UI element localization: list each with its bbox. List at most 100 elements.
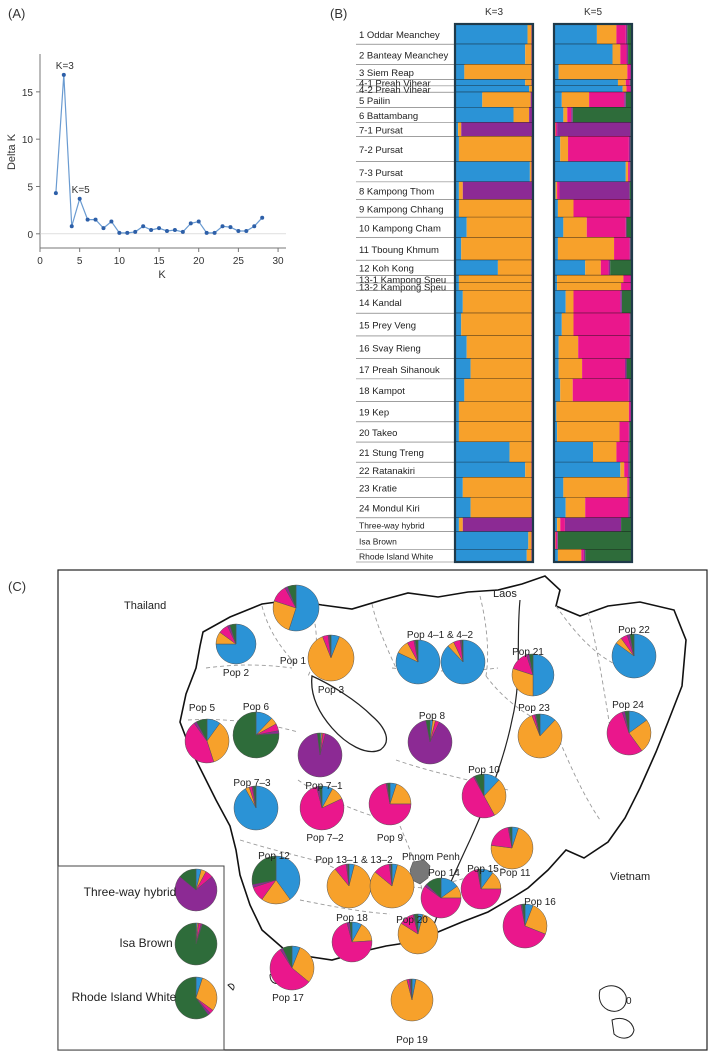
x-tick-label: 25 [233,256,245,267]
pie-slice [426,877,442,899]
k3-bar-segment [455,477,463,498]
x-tick-label: 10 [114,256,126,267]
population-label: 3 Siem Reap [359,68,414,79]
population-label: 23 Kratie [359,483,397,494]
pop-label: Pop 5 [189,703,216,714]
k5-bar-segment [589,92,625,108]
panel-label-a: (A) [8,6,25,21]
k5-bar-segment [629,335,631,359]
k5-bar-segment [629,477,632,498]
k5-bar-segment [558,358,583,379]
y-tick-label: 0 [27,230,33,241]
pie-slice [195,977,218,1011]
k5-bar-segment [557,199,574,218]
pie-slice [349,921,353,943]
k5-bar-segment [616,442,629,463]
k5-bar-segment [554,85,623,93]
vietnam-islands [598,985,635,1039]
k5-bar-segment [554,282,558,291]
pie-slice [229,623,237,645]
k3-bar-segment [528,531,532,550]
k5-bar-segment [626,217,632,238]
pie-slice [275,855,301,900]
pop-label: Pop 14 [428,868,460,879]
k5-bar-segment [624,358,627,379]
k5-bar-segment [554,517,558,532]
k3-bar-segment [455,517,459,532]
k5-bar-segment [629,497,632,518]
pie-slice [517,715,563,759]
cambodia-map: Thailand Laos Vietnam Phnom Penh 0 Pop 1… [57,569,708,1051]
k5-bar-segment [557,531,632,550]
k5-bar-segment [557,421,620,443]
k5-bar-segment [612,44,621,65]
k5-bar-segment [617,79,626,86]
k5-bar-segment [629,181,632,200]
k5-bar-segment [554,79,618,86]
k3-bar-segment [461,313,532,336]
x-tick-label: 20 [193,256,205,267]
pop-label: Pop 8 [419,711,446,722]
k3-bar-segment [525,79,532,86]
k5-bar-segment [628,161,630,182]
pie-slice [369,864,415,909]
k3-bar-segment [458,122,462,137]
k3-bar-segment [455,335,467,359]
pop-label: Pop 10 [468,765,500,776]
k5-bar-segment [573,313,630,336]
pie-slice [232,711,280,759]
pie-slice [347,863,350,887]
country-label-laos: Laos [493,588,517,600]
k3-bar-segment [455,79,526,86]
pie-slice [331,922,373,963]
k5-bar-segment [554,497,566,518]
pop-label: Pop 7–1 [305,781,343,792]
k5-bar-segment [581,549,584,562]
k3-bar-segment [530,92,533,108]
k5-bar-segment [585,497,629,518]
k3-bar-segment [458,517,463,532]
k3-bar-segment [509,442,532,463]
pie-slice [287,584,297,609]
pie-slice [174,876,218,912]
pie-slice [524,905,548,935]
k3-bar-segment [455,217,467,238]
delta-k-point [244,228,249,233]
delta-k-point [157,226,162,231]
pie-slice [196,718,208,742]
pop-label: Pop 7–2 [306,833,344,844]
delta-k-chart: Delta K K 0 5 10 15 20 25 30 0 5 10 15 K=3 K=5 [6,54,286,281]
pie-slice [316,732,321,756]
pie-slice [387,782,391,805]
k5-bar-segment [557,275,624,283]
k3-bar-segment [455,181,459,200]
pie-slice [215,623,257,665]
k3-bar-segment [455,401,459,422]
k3-bar-segment [458,199,532,218]
k5-bar-segment [557,181,560,200]
k5-bar-segment [573,290,621,314]
structure-barplot: K=3 K=5 1 Oddar Meanchey 2 Banteay Meanch… [356,7,634,564]
k5-bar-segment [557,531,558,550]
pop-label: Pop 6 [243,702,270,713]
k5-bar-segment [593,442,617,463]
k3-bar-segment [455,275,459,283]
pie-slice [509,826,513,849]
k-annotation: K=3 [56,61,75,72]
k5-bar-segment [565,290,574,314]
k5-bar-segment [582,358,625,379]
phnom-penh-marker [409,859,431,885]
pie-slice [390,979,434,1022]
k3-bar-segment [455,199,459,218]
pie-slice [329,634,332,659]
delta-k-ylabel: Delta K [6,133,18,170]
delta-k-point [228,225,233,230]
k5-bar-segment [554,313,562,336]
k5-bar-segment [586,217,626,238]
delta-k-point [93,217,98,222]
k3-bar-segment [455,24,528,45]
delta-k-point [69,224,74,229]
delta-k-point [172,228,177,233]
delta-k-point [180,229,185,234]
